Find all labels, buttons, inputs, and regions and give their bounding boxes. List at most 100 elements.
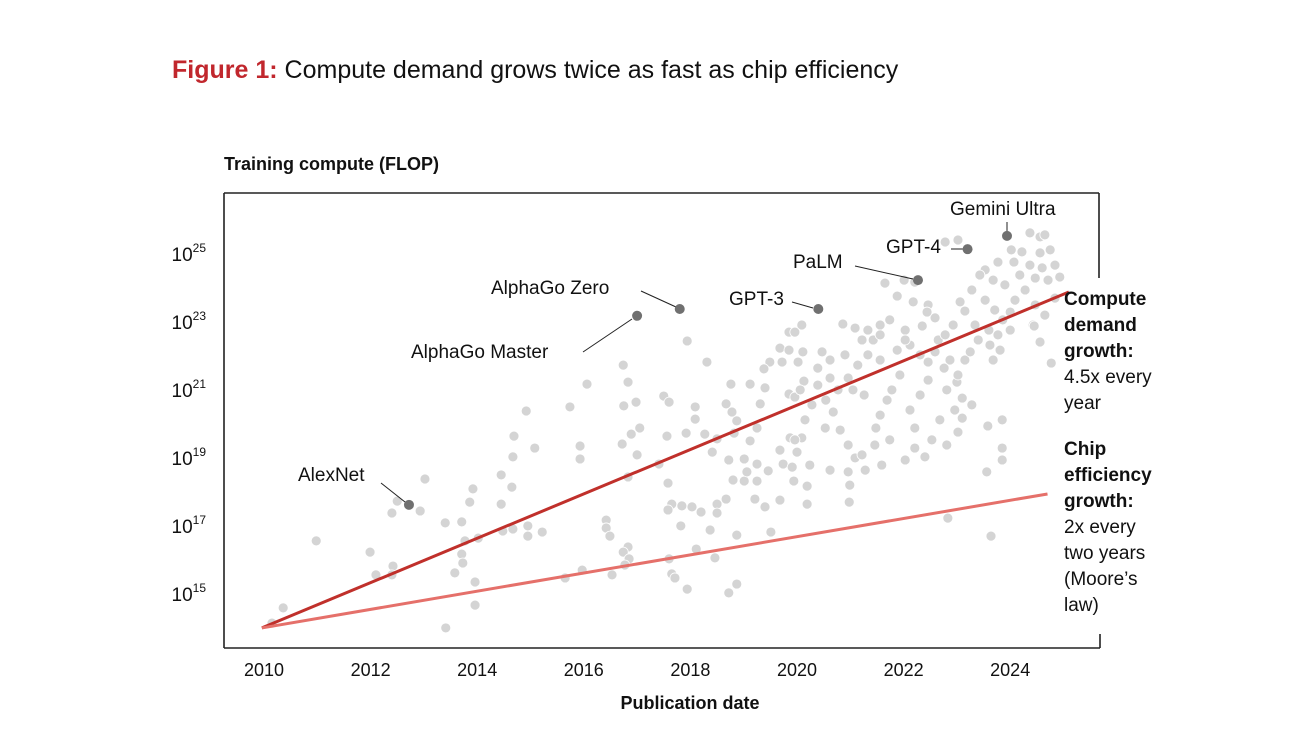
x-tick-label: 2018 [670,660,711,680]
data-point [738,475,750,487]
data-point [495,469,507,481]
data-point [456,548,468,560]
data-point [606,569,618,581]
data-point [929,312,941,324]
data-point [464,496,476,508]
y-tick-label: 1021 [146,377,207,403]
data-point [797,346,809,358]
data-point [847,384,859,396]
y-tick-exponent: 19 [192,445,206,459]
data-point [844,479,856,491]
data-point [1034,247,1046,259]
data-point [837,318,849,330]
data-point [956,392,968,404]
data-point [689,413,701,425]
alexnet-leader-line [380,482,406,503]
data-point [952,369,964,381]
chip-head-2: efficiency [1064,465,1152,486]
data-point [762,465,774,477]
gpt-3-leader-line [791,301,814,309]
data-point [662,504,674,516]
alphago-master-label: AlphaGo Master [411,342,549,363]
data-point [792,356,804,368]
data-point [449,567,461,579]
x-tick-label: 2014 [457,660,498,680]
data-point [886,384,898,396]
data-point [456,516,468,528]
data-point [999,279,1011,291]
data-point [874,329,886,341]
data-point [725,378,737,390]
alphago-master-point [632,310,643,321]
data-point [675,520,687,532]
data-point [966,284,978,296]
data-point [581,378,593,390]
data-point [495,498,507,510]
data-point [938,362,950,374]
data-point [386,507,398,519]
data-point [731,578,743,590]
data-point [921,306,933,318]
data-point [899,454,911,466]
data-point [849,322,861,334]
palm-point [912,275,923,286]
chip-body-2: two years [1064,543,1146,564]
data-point [457,557,469,569]
data-point [1024,259,1036,271]
data-point [791,446,803,458]
data-point [786,461,798,473]
data-point [731,415,743,427]
data-point [277,602,289,614]
data-point [529,442,541,454]
data-point [720,398,732,410]
data-point [996,414,1008,426]
gemini-ultra-point [1002,230,1013,241]
data-point [959,354,971,366]
data-point [1039,309,1051,321]
data-point [616,438,628,450]
data-point [695,506,707,518]
demand-growth-annotation: Compute demand growth: 4.5x every year [1064,287,1194,417]
data-point [891,344,903,356]
gpt-3-point [813,304,824,314]
data-point [891,290,903,302]
data-point [959,305,971,317]
data-point [862,349,874,361]
data-point [862,324,874,336]
data-point [1024,227,1036,239]
data-point [506,481,518,493]
chip-body-4: law) [1064,595,1099,616]
y-tick-exponent: 15 [192,581,206,595]
y-tick-base: 10 [171,449,193,470]
data-point [956,412,968,424]
data-point [744,378,756,390]
data-point [952,234,964,246]
alphago-zero-label: AlphaGo Zero [491,278,610,299]
data-point [869,439,881,451]
data-point [1016,246,1028,258]
data-point [992,329,1004,341]
palm-label: PaLM [793,252,843,273]
x-tick-label: 2020 [776,660,818,680]
data-point [856,334,868,346]
figure-number: Figure 1: [172,56,278,84]
data-point [852,359,864,371]
y-tick-base: 10 [171,381,193,402]
demand-body-1: 4.5x every [1064,367,1152,388]
y-tick-label: 1023 [146,309,207,335]
y-tick-exponent: 17 [192,513,206,527]
data-point [680,427,692,439]
data-point [894,369,906,381]
data-point [520,405,532,417]
chip-growth-annotation: Chip efficiency growth: 2x every two yea… [1064,437,1194,619]
data-point [879,277,891,289]
figure-title-text: Compute demand grows twice as fast as ch… [284,56,899,84]
chip-trend-line [261,492,1048,630]
gpt-4-point [962,244,973,255]
data-point [824,354,836,366]
data-point [744,435,756,447]
data-point [834,424,846,436]
data-point [909,442,921,454]
data-point [870,422,882,434]
y-tick-label: 1015 [146,581,207,607]
